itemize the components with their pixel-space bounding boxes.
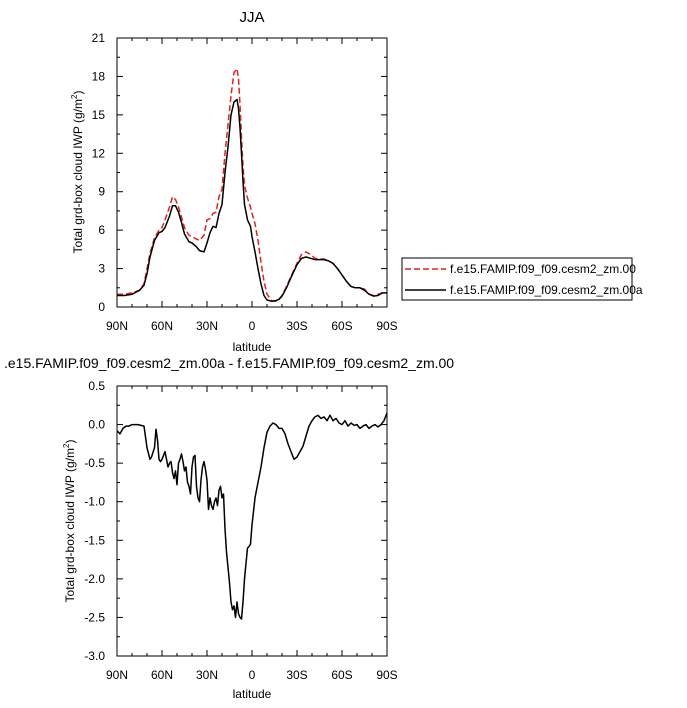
top-ytick-label: 12: [92, 146, 106, 160]
top-ytick-label: 6: [98, 223, 105, 237]
bottom-y-axis-label: Total grd-box cloud IWP (g/m2): [62, 440, 77, 603]
bottom-y-axis-label-close: ): [63, 440, 77, 444]
bottom-ytick-label: 0.5: [88, 379, 105, 393]
legend-box: [401, 257, 633, 301]
bottom-ytick-label: -2.0: [84, 572, 105, 586]
top-chart-title: JJA: [239, 9, 264, 26]
top-series-line-0: [117, 67, 387, 302]
bottom-y-axis-label-sup: 2: [62, 443, 71, 448]
bottom-series-line-0: [116, 412, 388, 620]
top-xtick-label: 60S: [331, 319, 352, 333]
top-y-axis-label-sup: 2: [70, 94, 79, 99]
top-panel: JJA 0 3 6 9 12 15 18 21 90N 60N 30N 0 30S 60S 90S lati…: [70, 9, 643, 354]
legend-entry-00: f.e15.FAMIP.f09_f09.cesm2_zm.00: [450, 262, 636, 276]
bottom-xtick-label: 60S: [331, 668, 352, 682]
top-xtick-label: 90N: [106, 319, 128, 333]
top-ytick-label: 9: [98, 185, 105, 199]
top-xtick-label: 60N: [151, 319, 173, 333]
top-xtick-label: 30N: [196, 319, 218, 333]
bottom-series-lines: [116, 412, 388, 620]
top-ytick-label: 15: [92, 108, 106, 122]
top-ytick-label: 3: [98, 262, 105, 276]
top-y-axis-label: Total grd-box cloud IWP (g/m2): [70, 91, 85, 254]
bottom-ytick-label: 0.0: [88, 418, 105, 432]
bottom-xtick-label: 30S: [286, 668, 307, 682]
bottom-xtick-label: 60N: [151, 668, 173, 682]
bottom-ytick-label: -2.5: [84, 610, 105, 624]
top-y-axis-label-main: Total grd-box cloud IWP (g/m: [71, 99, 85, 254]
top-ytick-label: 18: [92, 69, 106, 83]
bottom-ytick-label: -3.0: [84, 649, 105, 663]
top-xtick-label: 30S: [286, 319, 307, 333]
bottom-axes-ticks: -3.0 -2.5 -2.0 -1.5 -1.0 -0.5 0.0 0.5 90N 60N 30N 0…: [84, 379, 397, 682]
top-xtick-label: 90S: [376, 319, 397, 333]
bottom-plot-frame: [116, 385, 388, 657]
legend-entry-00a: f.e15.FAMIP.f09_f09.cesm2_zm.00a: [450, 283, 643, 297]
bottom-x-axis-label: latitude: [233, 687, 272, 701]
top-y-axis-label-close: ): [71, 91, 85, 95]
bottom-xtick-label: 90S: [376, 668, 397, 682]
bottom-chart-title: .e15.FAMIP.f09_f09.cesm2_zm.00a - f.e15.…: [4, 355, 454, 371]
top-x-axis-label: latitude: [233, 340, 272, 354]
bottom-xtick-label: 0: [249, 668, 256, 682]
bottom-xtick-label: 30N: [196, 668, 218, 682]
bottom-ytick-label: -1.0: [84, 495, 105, 509]
top-xtick-label: 0: [249, 319, 256, 333]
legend: f.e15.FAMIP.f09_f09.cesm2_zm.00 f.e15.FA…: [401, 257, 643, 301]
bottom-y-axis-label-main: Total grd-box cloud IWP (g/m: [63, 448, 77, 603]
top-plot-frame: [116, 37, 388, 308]
top-series-line-1: [117, 98, 387, 302]
bottom-ytick-label: -0.5: [84, 456, 105, 470]
bottom-xtick-label: 90N: [106, 668, 128, 682]
top-ytick-label: 0: [98, 300, 105, 314]
top-axes-ticks: 0 3 6 9 12 15 18 21 90N 60N 30N 0 30S 60S 90S: [92, 31, 398, 333]
top-ytick-label: 21: [92, 31, 106, 45]
bottom-panel: .e15.FAMIP.f09_f09.cesm2_zm.00a - f.e15.…: [4, 355, 454, 701]
top-series-lines: [117, 67, 387, 302]
bottom-ytick-label: -1.5: [84, 533, 105, 547]
